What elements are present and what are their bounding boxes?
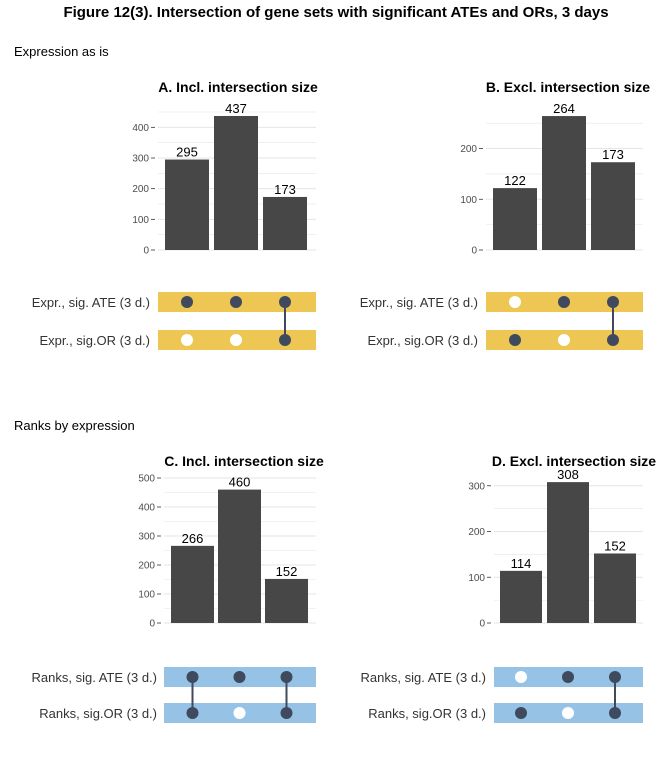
data-label: 437: [225, 101, 247, 116]
set-label: Expr., sig. ATE (3 d.): [32, 295, 150, 310]
dot-empty: [558, 334, 570, 346]
y-tick-label: 0: [143, 246, 149, 257]
set-label: Expr., sig.OR (3 d.): [39, 333, 150, 348]
bar: [265, 578, 308, 623]
chart-panel-a: A. Incl. intersection size 0 100 200 300 400 2…: [32, 79, 318, 350]
y-tick-label: 300: [138, 532, 155, 543]
dot-filled: [186, 707, 199, 719]
dot-filled: [279, 334, 291, 346]
y-tick-label: 300: [132, 154, 149, 165]
dot-filled: [609, 707, 621, 719]
set-label: Ranks, sig.OR (3 d.): [39, 706, 157, 721]
y-tick-label: 100: [132, 215, 149, 226]
set-label: Expr., sig. ATE (3 d.): [360, 295, 478, 310]
y-tick-label: 300: [468, 481, 485, 492]
y-tick-label: 200: [132, 184, 149, 195]
set-label: Ranks, sig.OR (3 d.): [368, 706, 486, 721]
dot-empty: [515, 671, 527, 683]
dot-filled: [515, 707, 527, 719]
dot-filled: [607, 334, 619, 346]
bar: [500, 570, 542, 623]
bar: [171, 545, 214, 623]
chart-panel-b: B. Excl. intersection size 0 100 200 122 264 1…: [360, 79, 650, 350]
chart-title: C. Incl. intersection size: [164, 453, 324, 469]
y-tick-label: 500: [138, 474, 155, 485]
section-label-ranks: Ranks by expression: [14, 418, 135, 433]
bar: [218, 489, 261, 623]
dot-filled: [562, 671, 574, 683]
dot-filled: [509, 334, 521, 346]
set-label: Expr., sig.OR (3 d.): [367, 333, 478, 348]
data-label: 173: [274, 182, 296, 197]
chart-title: B. Excl. intersection size: [486, 79, 650, 95]
data-label: 308: [557, 467, 579, 482]
data-label: 173: [602, 147, 624, 162]
data-label: 152: [604, 538, 626, 553]
y-tick-label: 200: [138, 561, 155, 572]
data-label: 460: [229, 475, 251, 490]
section-label-expression: Expression as is: [14, 44, 109, 59]
chart-title: A. Incl. intersection size: [158, 79, 318, 95]
dot-filled: [607, 296, 619, 308]
bar: [542, 116, 586, 250]
dot-empty: [509, 296, 521, 308]
dot-filled: [279, 296, 291, 308]
y-tick-label: 200: [468, 527, 485, 538]
chart-panel-d: D. Excl. intersection size 0 100 200 300 114 3…: [361, 453, 656, 723]
bar: [547, 482, 589, 623]
data-label: 264: [553, 101, 575, 116]
dot-filled: [181, 296, 193, 308]
dot-filled: [558, 296, 570, 308]
dot-filled: [186, 671, 199, 683]
dot-empty: [233, 707, 246, 719]
data-label: 152: [276, 564, 298, 579]
dot-filled: [609, 671, 621, 683]
chart-panel-c: C. Incl. intersection size 0 100 200 300 400 5…: [32, 453, 324, 723]
bar: [591, 162, 635, 250]
dot-empty: [562, 707, 574, 719]
y-tick-label: 0: [149, 619, 155, 630]
y-tick-label: 100: [138, 590, 155, 601]
y-tick-label: 400: [132, 123, 149, 134]
bar: [214, 115, 258, 250]
y-tick-label: 0: [479, 619, 485, 630]
y-tick-label: 0: [471, 246, 477, 257]
bar: [594, 553, 636, 623]
dot-filled: [280, 707, 293, 719]
data-label: 122: [504, 173, 526, 188]
bar: [165, 159, 209, 250]
data-label: 266: [182, 531, 204, 546]
y-tick-label: 100: [468, 573, 485, 584]
dot-filled: [280, 671, 293, 683]
y-tick-label: 400: [138, 503, 155, 514]
dot-empty: [181, 334, 193, 346]
y-tick-label: 200: [460, 144, 477, 155]
figure-title: Figure 12(3). Intersection of gene sets …: [63, 4, 608, 21]
dot-empty: [230, 334, 242, 346]
dot-filled: [230, 296, 242, 308]
data-label: 114: [511, 556, 532, 571]
data-label: 295: [176, 145, 198, 160]
bar: [493, 188, 537, 250]
set-label: Ranks, sig. ATE (3 d.): [361, 670, 486, 685]
y-tick-label: 100: [460, 195, 477, 206]
bar: [263, 196, 307, 250]
set-label: Ranks, sig. ATE (3 d.): [32, 670, 157, 685]
dot-filled: [233, 671, 246, 683]
chart-title: D. Excl. intersection size: [492, 453, 656, 469]
